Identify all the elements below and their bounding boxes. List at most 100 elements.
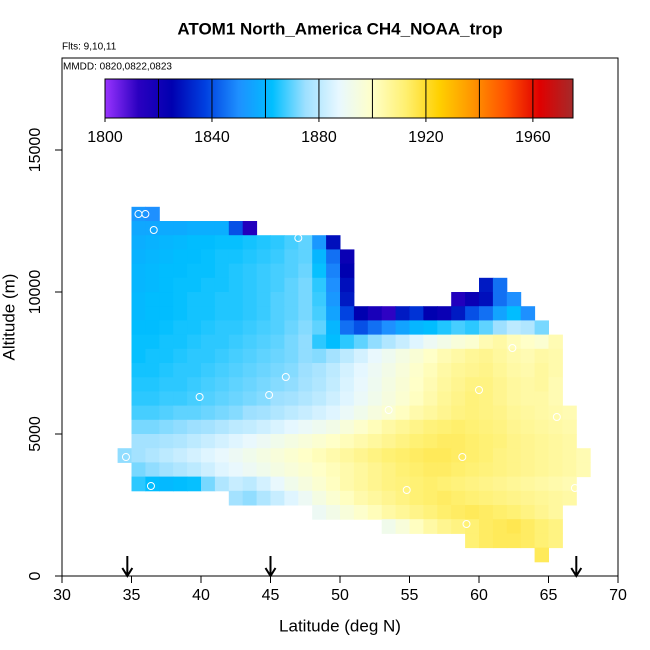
heat-cell: [520, 505, 536, 520]
heat-cell: [145, 263, 160, 279]
heat-cell: [284, 334, 299, 350]
x-tick-label: 50: [331, 587, 349, 604]
heat-cell: [409, 505, 424, 520]
heat-cell: [381, 363, 397, 378]
heat-cell: [353, 306, 369, 321]
heat-cell: [492, 334, 508, 350]
heat-cell: [492, 419, 508, 435]
heat-cell: [492, 277, 508, 293]
heat-cell: [367, 363, 383, 378]
heat-cell: [492, 348, 508, 364]
heat-cell: [465, 419, 480, 435]
heat-cell: [381, 505, 397, 520]
heat-cell: [534, 476, 549, 492]
heat-cell: [159, 277, 174, 293]
heat-cell: [326, 263, 341, 279]
heat-cell: [131, 448, 146, 463]
heat-cell: [437, 391, 452, 407]
heat-cell: [145, 306, 160, 321]
heat-cell: [367, 448, 383, 463]
heat-cell: [451, 519, 466, 534]
heat-cell: [214, 448, 230, 463]
heat-cell: [242, 306, 258, 321]
heat-cell: [326, 405, 341, 421]
heat-cell: [173, 405, 188, 421]
heat-cell: [381, 377, 397, 392]
heat-cell: [270, 377, 285, 392]
heat-cell: [256, 320, 271, 336]
heat-cell: [395, 391, 410, 407]
heat-cell: [312, 292, 327, 307]
heat-cell: [201, 476, 216, 492]
heat-cell: [548, 391, 563, 407]
heat-cell: [506, 320, 522, 336]
heat-cell: [395, 306, 410, 321]
heat-cell: [242, 320, 258, 336]
sample-point: [402, 486, 411, 495]
heat-cell: [520, 320, 536, 336]
heat-cell: [159, 448, 174, 463]
heat-cell: [479, 490, 494, 506]
heat-cell: [479, 405, 494, 421]
heat-cell: [479, 320, 494, 336]
colorbar-tick-label: 1840: [194, 129, 230, 146]
heat-cell: [465, 391, 480, 407]
heat-cell: [409, 434, 424, 449]
heat-cell: [312, 334, 327, 350]
heat-cell: [256, 405, 271, 421]
sample-point: [195, 393, 204, 402]
heat-cell: [562, 462, 577, 478]
heat-cell: [395, 476, 410, 492]
sample-point: [508, 344, 517, 353]
heat-cell: [367, 391, 383, 407]
heat-cell: [145, 419, 160, 435]
heat-cell: [520, 490, 536, 506]
heat-cell: [367, 334, 383, 350]
heat-cell: [423, 434, 438, 449]
heat-cell: [256, 348, 271, 364]
heat-cell: [409, 462, 424, 478]
heat-cell: [159, 462, 174, 478]
heat-cell: [534, 348, 549, 364]
sample-point: [475, 386, 483, 395]
heat-cell: [284, 405, 299, 421]
heat-cell: [201, 334, 216, 350]
heat-cell: [381, 306, 397, 321]
heat-cell: [284, 377, 299, 392]
heat-cell: [201, 419, 216, 435]
heat-cell: [534, 448, 549, 463]
heat-cell: [270, 320, 285, 336]
heat-cell: [201, 363, 216, 378]
heat-cell: [201, 320, 216, 336]
heat-cell: [201, 249, 216, 265]
heat-cell: [340, 462, 355, 478]
heat-cell: [131, 434, 146, 449]
heat-cell: [340, 320, 355, 336]
heat-cell: [353, 377, 369, 392]
heat-cell: [409, 377, 424, 392]
heat-cell: [201, 348, 216, 364]
heat-cell: [131, 419, 146, 435]
heat-cell: [326, 434, 341, 449]
heat-cell: [479, 306, 494, 321]
heat-cell: [131, 235, 146, 250]
heat-cell: [256, 448, 271, 463]
heat-cell: [131, 320, 146, 336]
heat-cell: [201, 277, 216, 293]
heat-cell: [492, 434, 508, 449]
heat-cell: [451, 448, 466, 463]
heat-cell: [159, 306, 174, 321]
flight-arrow: [570, 556, 583, 578]
heat-cell: [270, 235, 285, 250]
heat-cell: [228, 306, 244, 321]
x-tick-label: 55: [401, 587, 419, 604]
heat-cell: [242, 405, 258, 421]
heat-cell: [228, 448, 244, 463]
heat-cell: [201, 391, 216, 407]
heat-cell: [228, 334, 244, 350]
heat-cell: [145, 348, 160, 364]
heat-cell: [242, 391, 258, 407]
heat-cell: [506, 377, 522, 392]
heat-cell: [173, 277, 188, 293]
